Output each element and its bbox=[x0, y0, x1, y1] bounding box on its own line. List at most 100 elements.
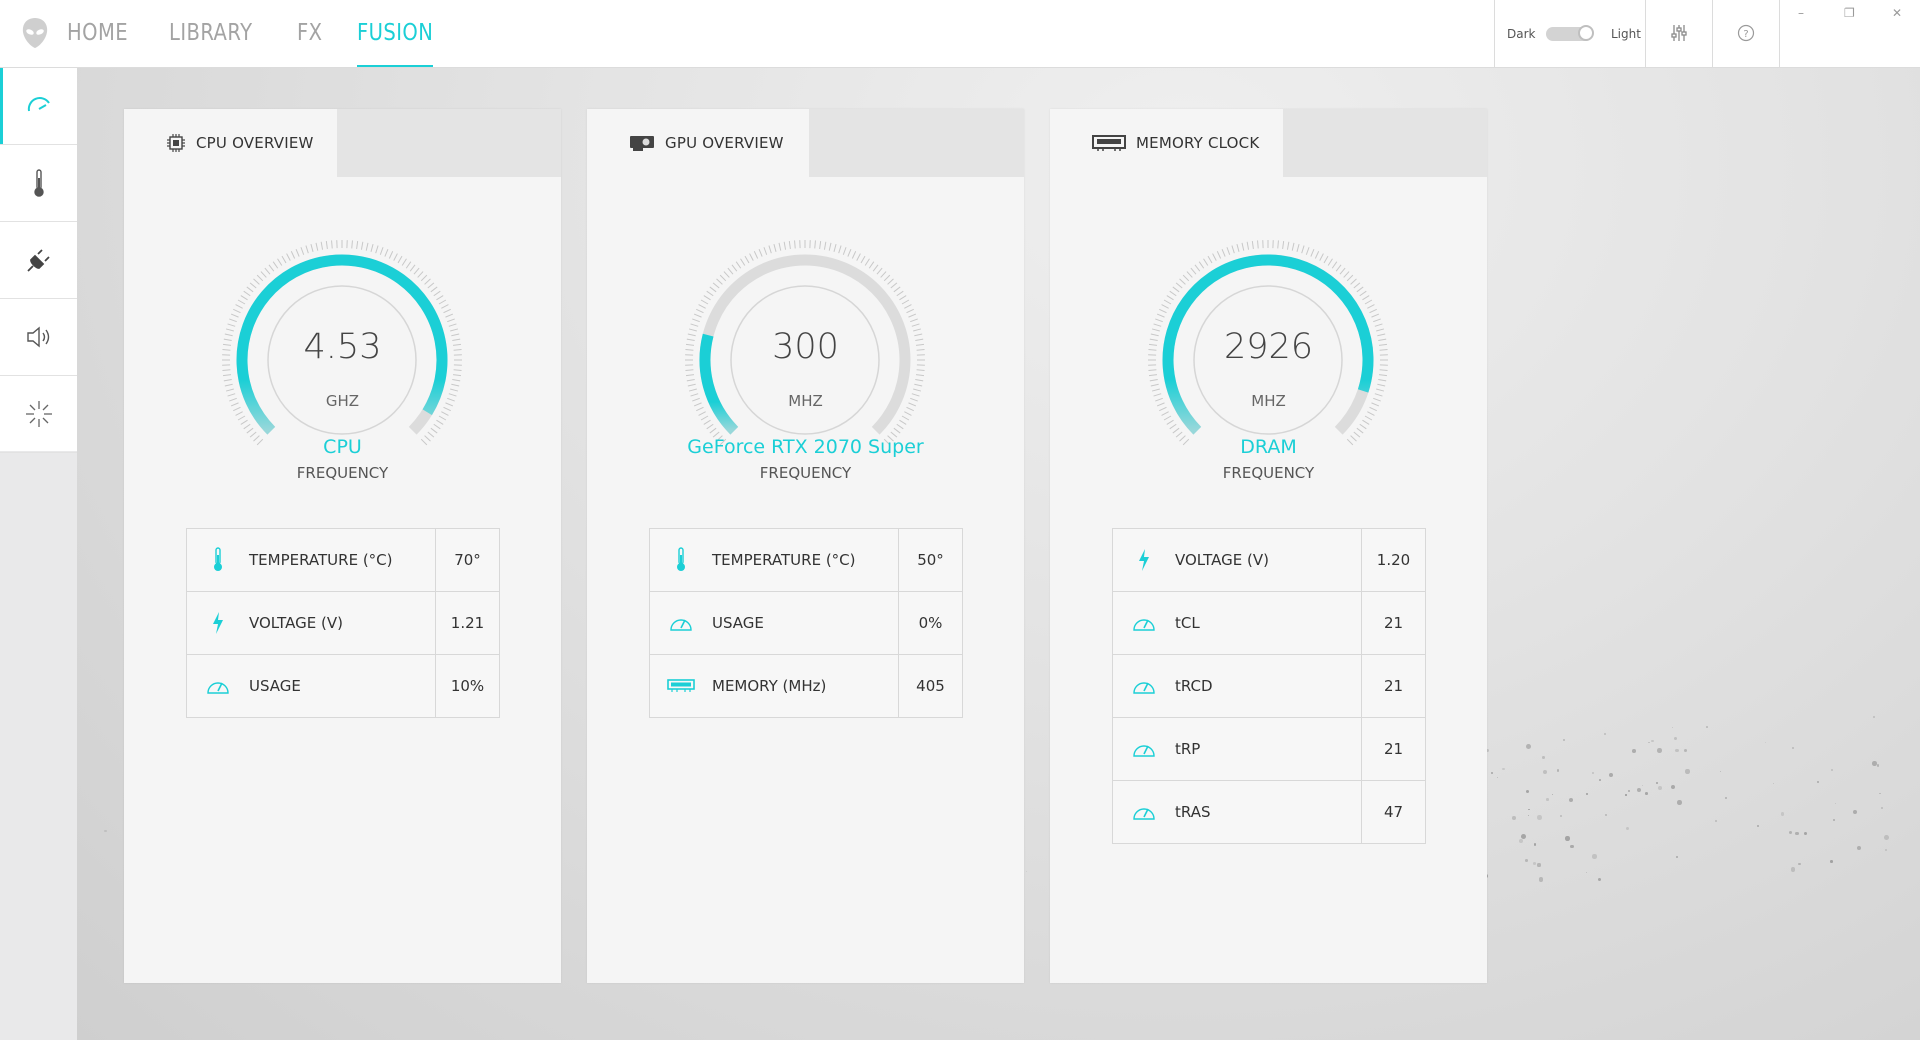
sidebar-item-thermal[interactable] bbox=[0, 145, 77, 222]
background-particle bbox=[1526, 744, 1532, 750]
gauge-inner-ring bbox=[730, 285, 880, 435]
usage-gauge-icon bbox=[1133, 745, 1155, 757]
background-particle bbox=[1657, 748, 1662, 754]
background-particle bbox=[1608, 773, 1614, 778]
background-particle bbox=[1525, 789, 1530, 793]
memory-clock-card: MEMORY CLOCK 2926 MHZ DRAM FREQUENCY VOL… bbox=[1050, 109, 1487, 983]
frequency-gauge bbox=[685, 240, 925, 446]
background-particle bbox=[1597, 877, 1602, 882]
sidebar-item-audio[interactable] bbox=[0, 299, 77, 376]
card-header: MEMORY CLOCK bbox=[1050, 109, 1487, 177]
stat-value: 21 bbox=[1383, 677, 1404, 695]
memory-module-icon bbox=[667, 679, 695, 692]
stat-row: tRAS 47 bbox=[1113, 781, 1425, 843]
card-tab[interactable]: CPU OVERVIEW bbox=[124, 109, 337, 177]
background-particle bbox=[1592, 771, 1595, 774]
card-tab[interactable]: MEMORY CLOCK bbox=[1050, 109, 1283, 177]
usage-gauge-icon bbox=[670, 619, 692, 631]
thermometer-icon bbox=[33, 169, 44, 197]
help-button[interactable]: ? bbox=[1712, 0, 1779, 67]
stat-name: TEMPERATURE (°C) bbox=[249, 529, 436, 591]
background-particle bbox=[1872, 761, 1878, 766]
background-particle bbox=[1565, 836, 1570, 841]
sidebar-item-performance[interactable] bbox=[0, 68, 77, 145]
minimize-icon[interactable]: – bbox=[1798, 6, 1804, 20]
stat-name: tRP bbox=[1175, 718, 1362, 780]
gauge-sublabel: FREQUENCY bbox=[1222, 464, 1315, 482]
gauge-unit: GHZ bbox=[325, 392, 360, 410]
nav-home[interactable]: HOME bbox=[67, 0, 139, 67]
background-particle bbox=[1672, 726, 1674, 728]
card-tab[interactable]: GPU OVERVIEW bbox=[587, 109, 809, 177]
gauge-value: 4.53 bbox=[303, 327, 382, 367]
stat-icon-cell bbox=[1113, 529, 1175, 591]
background-particle bbox=[1803, 831, 1808, 836]
svg-text:?: ? bbox=[1743, 29, 1748, 40]
background-particle bbox=[1502, 767, 1505, 771]
background-particle bbox=[1788, 831, 1792, 835]
sidebar-item-power[interactable] bbox=[0, 222, 77, 299]
nav-fx-label[interactable]: FX bbox=[297, 20, 323, 46]
background-particle bbox=[1552, 793, 1554, 795]
background-particle bbox=[1632, 749, 1636, 753]
background-particle bbox=[1790, 867, 1795, 872]
sidebar-item-lighting[interactable] bbox=[0, 376, 77, 453]
card-header: CPU OVERVIEW bbox=[124, 109, 561, 177]
background-particle bbox=[1879, 792, 1881, 794]
background-particle bbox=[1794, 831, 1799, 836]
background-particle bbox=[1570, 844, 1574, 848]
card-header: GPU OVERVIEW bbox=[587, 109, 1024, 177]
window-controls: – ❐ ✕ bbox=[1779, 0, 1920, 67]
stat-icon-cell bbox=[1113, 718, 1175, 780]
background-particle bbox=[1651, 739, 1654, 743]
stat-name: VOLTAGE (V) bbox=[249, 592, 436, 654]
background-particle bbox=[1546, 798, 1549, 801]
gauge-label: CPU bbox=[323, 436, 362, 458]
stat-icon-cell bbox=[650, 529, 712, 591]
background-particle bbox=[1791, 746, 1794, 749]
nav-library[interactable]: LIBRARY bbox=[169, 0, 267, 67]
background-particle bbox=[1706, 726, 1708, 728]
theme-switch-knob[interactable] bbox=[1578, 25, 1594, 41]
close-icon[interactable]: ✕ bbox=[1892, 6, 1903, 20]
cpu-chip-icon bbox=[167, 134, 185, 152]
theme-switch[interactable] bbox=[1546, 25, 1594, 41]
settings-button[interactable] bbox=[1645, 0, 1712, 67]
background-particle bbox=[1592, 854, 1597, 859]
background-particle bbox=[1675, 748, 1679, 753]
stat-value: 1.20 bbox=[1376, 551, 1411, 569]
background-particle bbox=[1521, 833, 1526, 839]
top-right-controls: Dark Light ? – ❐ ✕ bbox=[1494, 0, 1920, 67]
stat-name: MEMORY (MHz) bbox=[712, 655, 899, 717]
background-particle bbox=[1683, 748, 1688, 753]
stat-icon-cell bbox=[187, 655, 249, 717]
stat-row: tRP 21 bbox=[1113, 718, 1425, 781]
stat-value: 47 bbox=[1383, 803, 1404, 821]
restore-icon[interactable]: ❐ bbox=[1844, 6, 1855, 20]
alien-logo-icon[interactable] bbox=[20, 17, 50, 49]
nav-home-label[interactable]: HOME bbox=[67, 20, 129, 46]
gauge-unit: MHZ bbox=[788, 392, 823, 410]
stats-table: VOLTAGE (V) 1.20 tCL 21 tRCD 21 tRP 21 tRAS 47 bbox=[1112, 528, 1426, 844]
stat-value: 50° bbox=[917, 551, 944, 569]
nav-fx[interactable]: FX bbox=[297, 0, 327, 67]
background-particle bbox=[1562, 739, 1566, 742]
nav-fusion-label[interactable]: FUSION bbox=[357, 20, 434, 46]
theme-toggle[interactable]: Dark Light bbox=[1494, 0, 1645, 67]
background-particle bbox=[1885, 849, 1888, 851]
background-particle bbox=[1598, 778, 1601, 781]
background-particle bbox=[1025, 870, 1028, 873]
stat-row: VOLTAGE (V) 1.21 bbox=[187, 592, 499, 655]
nav-fusion[interactable]: FUSION bbox=[357, 0, 447, 67]
background-particle bbox=[1772, 782, 1775, 784]
stat-value: 21 bbox=[1383, 740, 1404, 758]
gauge-inner-ring bbox=[1193, 285, 1343, 435]
gauge-value: 2926 bbox=[1223, 327, 1314, 367]
background-particle bbox=[1568, 797, 1574, 803]
background-particle bbox=[1645, 791, 1649, 795]
nav-library-label[interactable]: LIBRARY bbox=[168, 20, 253, 46]
stat-name: tCL bbox=[1175, 592, 1362, 654]
background-particle bbox=[1538, 877, 1544, 882]
background-particle bbox=[1490, 772, 1494, 775]
background-particle bbox=[1831, 769, 1834, 772]
